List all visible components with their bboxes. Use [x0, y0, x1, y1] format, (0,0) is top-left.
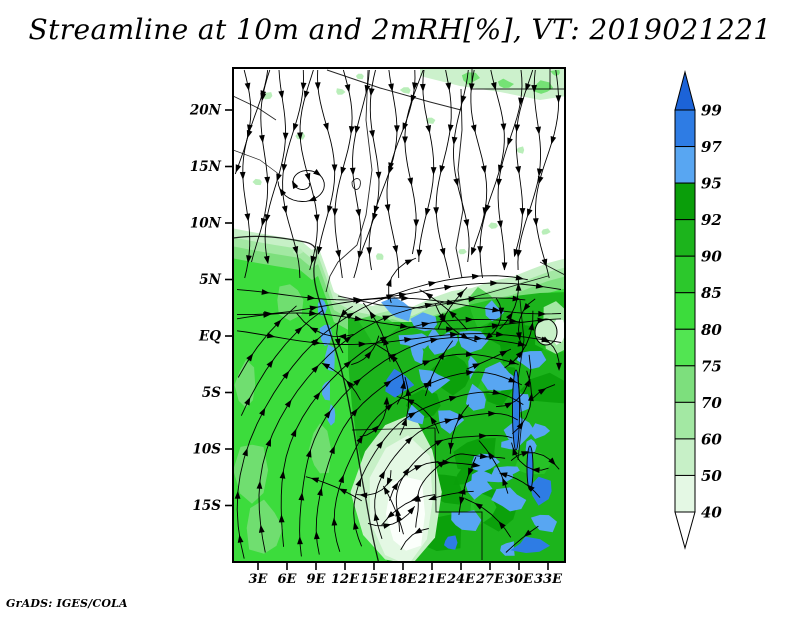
lon-tick-label: 21E: [417, 572, 447, 587]
lat-tick-label: 20N: [189, 103, 222, 119]
lon-tick-label: 30E: [505, 572, 534, 587]
colorbar-under-arrow: [674, 511, 696, 550]
rh-shading-layer: [233, 68, 565, 562]
colorbar-label: 99: [701, 102, 722, 120]
lon-tick-label: 12E: [331, 572, 360, 587]
lon-tick-label: 27E: [475, 572, 505, 587]
lon-tick-label: 15E: [360, 572, 389, 587]
colorbar-label: 70: [701, 394, 722, 412]
lat-tick-label: 10S: [192, 442, 221, 458]
colorbar-segment: [674, 182, 696, 221]
colorbar-label: 90: [701, 248, 722, 266]
grads-credit: GrADS: IGES/COLA: [6, 597, 128, 610]
lon-axis: 3E 6E 9E 12E 15E 18E 21E 24E 27E 30E 33E: [249, 562, 563, 587]
colorbar-label: 92: [701, 211, 722, 229]
colorbar-segment: [674, 438, 696, 476]
lat-tick-label: 15N: [190, 159, 222, 175]
colorbar: 99 97 95 92 90 85 80 75 70 60 50 40: [674, 70, 722, 550]
plot-title: Streamline at 10m and 2mRH[%], VT: 20190…: [28, 13, 772, 46]
lon-tick-label: 18E: [389, 572, 418, 587]
colorbar-label: 75: [701, 357, 722, 375]
lon-tick-label: 6E: [278, 572, 298, 587]
colorbar-label: 97: [701, 138, 722, 156]
lon-tick-label: 33E: [534, 572, 563, 587]
lat-tick-label: 5S: [202, 385, 221, 401]
lon-tick-label: 9E: [307, 572, 327, 587]
colorbar-segment: [674, 292, 696, 330]
colorbar-label: 80: [701, 321, 722, 339]
colorbar-segment: [674, 328, 696, 367]
colorbar-segment: [674, 365, 696, 403]
colorbar-segment: [674, 109, 696, 148]
colorbar-segment: [674, 474, 696, 513]
colorbar-label: 60: [701, 430, 722, 448]
colorbar-segment: [674, 255, 696, 294]
colorbar-label: 50: [701, 467, 722, 485]
streamlines-layer: [234, 69, 562, 559]
colorbar-label: 40: [701, 504, 722, 522]
colorbar-over-arrow: [674, 70, 696, 111]
colorbar-label: 95: [701, 175, 722, 193]
lat-tick-label: 15S: [192, 498, 221, 514]
lat-tick-label: 10N: [190, 216, 222, 232]
colorbar-label: 85: [701, 284, 722, 302]
lat-tick-label: 5N: [199, 272, 221, 288]
lon-tick-label: 24E: [446, 572, 476, 587]
lon-tick-label: 3E: [249, 572, 269, 587]
colorbar-segment: [674, 146, 696, 184]
colorbar-segment: [674, 401, 696, 440]
lat-tick-label: EQ: [198, 329, 221, 345]
lat-axis: 20N 15N 10N 5N EQ 5S 10S 15S: [189, 103, 233, 514]
colorbar-segment: [674, 219, 696, 257]
map-frame: [232, 67, 566, 563]
